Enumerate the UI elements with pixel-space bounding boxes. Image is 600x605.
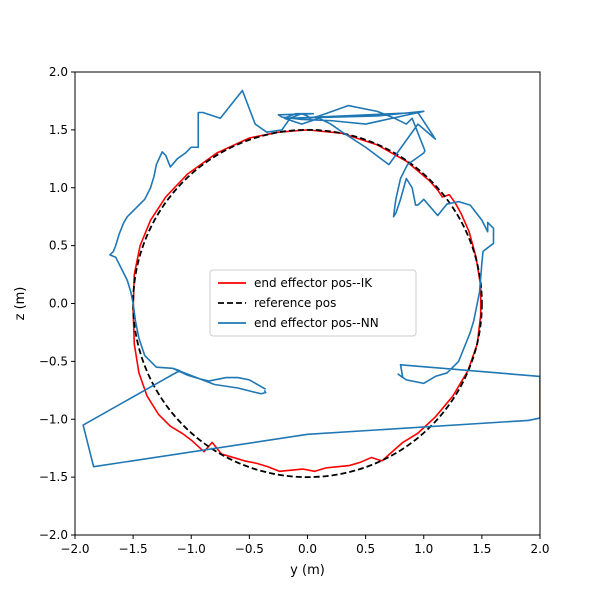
x-tick-label: −1.5 [119,542,148,556]
y-tick-label: 2.0 [49,65,68,79]
data-layer [82,89,540,479]
legend-box [209,269,417,337]
legend-label: end effector pos--IK [254,276,373,290]
y-tick-label: −0.5 [39,354,68,368]
x-tick-label: 0.0 [298,542,317,556]
y-tick-label: −2.0 [39,528,68,542]
legend-label: end effector pos--NN [254,316,379,330]
x-tick-label: 1.5 [472,542,491,556]
y-tick-label: 1.0 [49,181,68,195]
y-tick-label: −1.0 [39,412,68,426]
x-tick-label: 1.0 [414,542,433,556]
x-tick-label: 2.0 [530,542,549,556]
series-line-end-effector-pos-nn [82,89,540,468]
x-tick-label: −1.0 [177,542,206,556]
legend-label: reference pos [254,296,336,310]
x-axis: −2.0 −1.5 −1.0 −0.5 0.0 0.5 1.0 1.5 2.0 [60,535,550,556]
y-tick-label: 0.0 [49,297,68,311]
x-tick-label: 0.5 [356,542,375,556]
y-axis: −2.0 −1.5 −1.0 −0.5 0.0 0.5 1.0 1.5 2.0 [39,65,75,542]
x-axis-label: y (m) [290,563,325,578]
y-axis-label: z (m) [13,287,28,321]
y-tick-label: 0.5 [49,239,68,253]
legend: end effector pos--IK reference pos end eff… [209,269,417,337]
y-tick-label: −1.5 [39,470,68,484]
x-tick-label: −2.0 [60,542,89,556]
y-tick-label: 1.5 [49,123,68,137]
series-line-reference-pos [132,128,483,479]
x-tick-label: −0.5 [235,542,264,556]
